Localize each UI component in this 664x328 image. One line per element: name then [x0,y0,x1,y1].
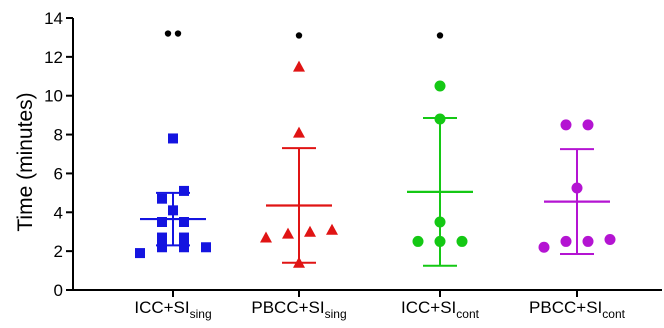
y-tick-label: 10 [44,87,63,106]
data-point [260,231,272,243]
outlier-point [174,30,182,37]
data-point [326,223,338,235]
data-point [201,242,211,253]
series-group [135,30,211,259]
y-tick-label: 4 [54,203,63,222]
data-point [157,232,167,243]
data-point [179,217,189,227]
y-tick-label: 14 [44,9,63,28]
x-tick-label: ICC+SIcont [401,298,480,321]
data-point [179,185,189,196]
x-tick-label: PBCC+SIcont [529,298,626,321]
data-point [168,133,178,144]
x-tick-label: PBCC+SIsing [251,298,346,321]
y-tick-label: 2 [54,242,63,261]
data-point [604,233,616,245]
plot-area [135,30,616,268]
data-point [412,235,424,247]
x-tick-label: ICC+SIsing [134,298,211,321]
x-axis: ICC+SIsing PBCC+SIsing ICC+SIcont PBCC+SIco… [72,289,662,321]
outlier-point [436,32,444,39]
data-point [293,126,305,138]
data-point [293,60,305,72]
data-point [456,235,468,247]
data-point [157,217,167,227]
data-point [157,193,167,204]
data-point [179,232,189,243]
data-point [434,80,446,92]
y-tick-label: 6 [54,164,63,183]
outlier-point [295,32,303,39]
y-tick-label: 8 [54,126,63,145]
y-tick-label: 0 [54,281,63,300]
y-axis: 0 2 4 6 8 10 12 14 [44,9,74,300]
data-point [135,248,145,259]
data-point [560,119,572,131]
data-point [538,241,550,253]
data-point [282,227,294,239]
series-group [538,119,616,256]
series-group [260,32,338,268]
series-group [407,32,473,267]
outlier-point [164,30,172,37]
data-point [304,225,316,237]
data-point [157,242,167,253]
data-point [582,235,594,247]
y-tick-label: 12 [44,48,63,67]
data-point [582,119,594,131]
data-point [179,242,189,253]
y-axis-title: Time (minutes) [14,92,37,231]
data-point [560,235,572,247]
